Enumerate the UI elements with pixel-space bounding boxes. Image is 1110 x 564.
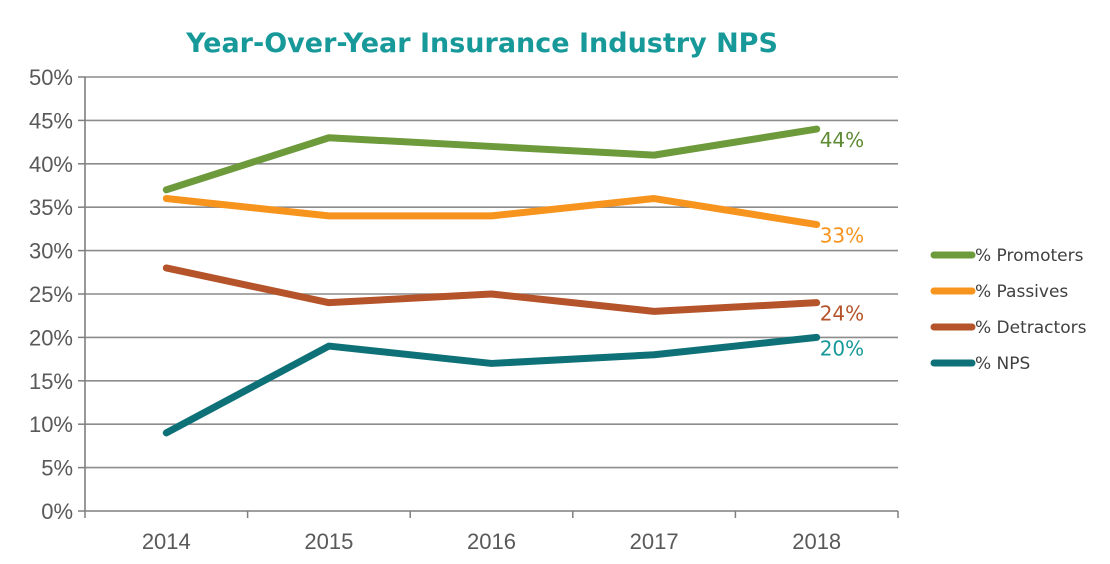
legend-label: % Passives [975,282,1068,302]
legend-label: % Promoters [975,246,1084,266]
y-tick-label: 5% [41,456,73,481]
chart-title: Year-Over-Year Insurance Industry NPS [185,28,778,59]
x-tick-label: 2015 [304,529,353,554]
series-end-label: 33% [820,224,864,248]
y-tick-label: 25% [29,282,73,307]
series-end-label: 24% [820,302,864,326]
series-line [162,264,821,315]
x-tick-label: 2017 [630,529,679,554]
y-tick-label: 35% [29,195,73,220]
y-tick-label: 45% [29,108,73,133]
x-axis-ticks: 2014 2015 2016 2017 2018 [84,511,899,554]
y-tick-label: 15% [29,369,73,394]
series-line [162,125,821,194]
series-end-label: 44% [820,128,864,152]
x-tick-label: 2014 [142,529,191,554]
legend: % Promoters % Passives % Detractors % NPS [930,246,1087,374]
series-end-label: 20% [820,336,864,360]
y-tick-label: 30% [29,239,73,264]
y-tick-label: 10% [29,412,73,437]
x-tick-label: 2018 [792,529,841,554]
series-end-labels: 44% 33% 24% 20% [820,128,864,360]
y-axis-ticks: 0% 5% 10% 15% 20% 25% 30% 35% 40% 45% 50% [29,65,85,524]
series-line [162,195,821,229]
legend-label: % NPS [975,354,1030,374]
y-tick-label: 20% [29,325,73,350]
x-tick-label: 2016 [467,529,516,554]
y-tick-label: 40% [29,152,73,177]
y-tick-label: 50% [29,65,73,90]
legend-label: % Detractors [975,318,1087,338]
series-line [162,333,821,437]
y-tick-label: 0% [41,499,73,524]
series-lines [162,125,821,437]
